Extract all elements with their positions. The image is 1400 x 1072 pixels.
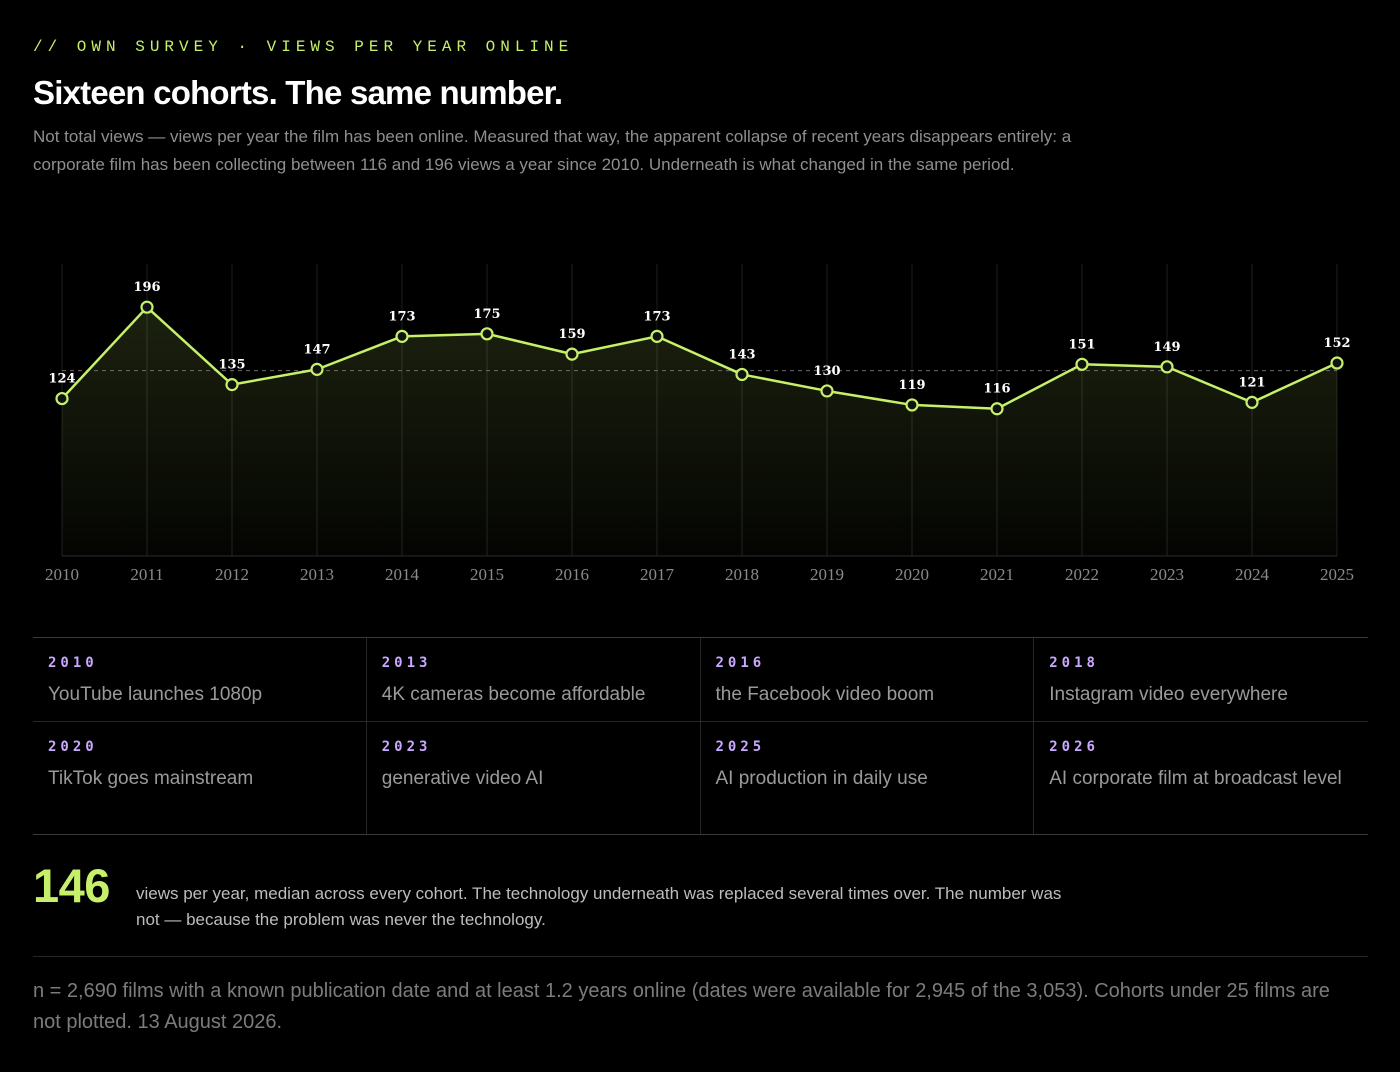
median-value: 146 [33,859,110,912]
data-point [480,327,494,341]
chart-data-labels: 124 196 135 147 173 175 159 173 143 130 119 116 151 1… [48,280,1350,397]
technology-timeline: 2010 YouTube launches 1080p 2013 4K cameras… [33,637,1368,835]
x-tick-label: 2021 [980,565,1014,584]
data-point [990,402,1004,416]
timeline-year: 2013 [381,655,432,671]
data-label: 116 [983,382,1010,397]
data-label: 173 [388,309,415,324]
data-label: 147 [303,342,330,357]
data-label: 135 [218,358,245,373]
data-label: 159 [558,327,585,342]
timeline-event: AI production in daily use [715,768,928,789]
timeline-year: 2016 [715,655,766,671]
x-tick-label: 2019 [810,565,844,584]
x-tick-label: 2024 [1235,565,1270,584]
area-fill [62,307,1337,556]
timeline-event: Instagram video everywhere [1049,684,1288,705]
data-label: 151 [1068,337,1095,352]
x-tick-label: 2022 [1065,565,1099,584]
data-point [1330,356,1344,370]
line-chart: 124 196 135 147 173 175 159 173 143 130 119 116 151 1… [45,264,1354,584]
x-tick-label: 2020 [895,565,929,584]
page-title: Sixteen cohorts. The same number. [33,74,563,111]
timeline-item: 2026 AI corporate film at broadcast level [1034,722,1368,834]
data-label: 143 [728,347,755,362]
data-point [1245,395,1259,409]
chart-x-axis: 2010 2011 2012 2013 2014 2015 2016 2017 2018 2019… [45,565,1354,584]
x-tick-label: 2017 [640,565,675,584]
timeline-year: 2010 [48,655,98,671]
data-point [565,347,579,361]
timeline-item: 2020 TikTok goes mainstream [33,722,367,834]
data-point [650,329,664,343]
data-label: 119 [898,378,925,393]
timeline-event: the Facebook video boom [715,684,935,705]
timeline-year: 2018 [1049,655,1099,671]
x-tick-label: 2016 [555,565,589,584]
data-label: 152 [1323,336,1350,351]
data-label: 149 [1153,340,1180,355]
chart-series [61,305,1338,410]
data-point [735,367,749,382]
timeline-year: 2023 [381,739,432,755]
timeline-event: TikTok goes mainstream [48,768,254,789]
data-point [1075,357,1089,371]
data-point [140,300,154,314]
x-tick-label: 2023 [1150,565,1184,584]
data-label: 173 [643,309,670,324]
timeline-item: 2023 generative video AI [367,722,701,834]
data-point [820,384,834,398]
x-tick-label: 2013 [300,565,334,584]
x-tick-label: 2012 [215,565,249,584]
timeline-item: 2018 Instagram video everywhere [1034,638,1368,722]
timeline-year: 2020 [48,739,98,755]
x-tick-label: 2018 [725,565,759,584]
chart-area [62,307,1337,556]
data-point [225,378,239,392]
data-label: 130 [813,364,840,379]
data-point [310,362,324,376]
timeline-event: YouTube launches 1080p [48,684,263,705]
timeline-year: 2026 [1049,739,1099,755]
data-point [905,398,919,412]
data-label: 124 [48,372,75,387]
timeline-event: 4K cameras become affordable [381,684,646,705]
median-description: views per year, median across every coho… [136,884,1062,929]
timeline-item: 2025 AI production in daily use [701,722,1035,834]
data-point [395,329,409,343]
footnote: n = 2,690 films with a known publication… [33,980,1330,1033]
data-label: 175 [473,307,500,322]
data-point [55,391,69,406]
divider [33,956,1368,957]
timeline-item: 2013 4K cameras become affordable [366,638,701,722]
data-point [1160,360,1174,374]
data-label: 196 [133,280,160,295]
eyebrow: // OWN SURVEY · VIEWS PER YEAR ONLINE [33,38,574,56]
timeline-event: generative video AI [381,768,544,789]
page-subtitle: Not total views — views per year the fil… [33,127,1072,174]
timeline-item: 2016 the Facebook video boom [700,638,1035,722]
timeline-item: 2010 YouTube launches 1080p [33,638,367,722]
series-line [61,305,1338,410]
timeline-year: 2025 [715,739,766,755]
chart-points [55,300,1344,416]
x-tick-label: 2011 [130,565,163,584]
timeline-event: AI corporate film at broadcast level [1049,768,1342,789]
data-label: 121 [1238,375,1265,390]
x-tick-label: 2010 [45,565,79,584]
x-tick-label: 2025 [1320,565,1354,584]
x-tick-label: 2015 [470,565,504,584]
x-tick-label: 2014 [385,565,420,584]
